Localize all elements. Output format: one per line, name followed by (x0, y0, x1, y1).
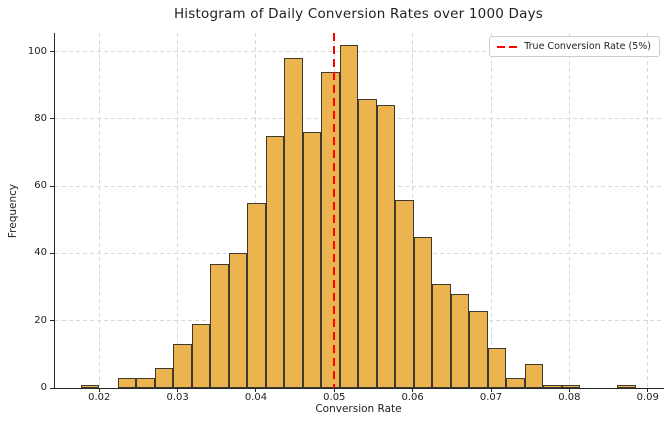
plot-area: 0.02 0.03 0.04 0.05 0.06 0.07 0.08 0.09 0 20 40 60 8… (28, 33, 664, 403)
histogram-bar (617, 384, 636, 388)
histogram-bar (191, 324, 211, 388)
histogram-bar (524, 364, 544, 388)
legend-dash-sample (497, 45, 518, 48)
y-tick-mark (50, 185, 54, 187)
histogram-bar (376, 105, 396, 388)
x-tick-label: 0.06 (401, 392, 424, 403)
histogram-bar (228, 253, 248, 388)
y-axis-label: Frequency (7, 183, 19, 239)
x-tick-label: 0.04 (244, 392, 268, 403)
y-tick-label: 60 (34, 180, 47, 192)
x-tick-label: 0.09 (636, 392, 659, 403)
histogram-bar (395, 199, 414, 388)
x-tick-label: 0.02 (88, 392, 111, 403)
x-tick-mark (568, 388, 570, 392)
legend: True Conversion Rate (5%) (489, 36, 660, 57)
histogram-bar (543, 384, 562, 388)
histogram-bar (561, 384, 581, 388)
y-tick-mark (50, 51, 54, 52)
y-tick-label: 20 (34, 314, 47, 326)
histogram-bar (321, 71, 340, 388)
y-tick-mark (50, 118, 54, 120)
x-tick-mark (333, 388, 335, 392)
histogram-bar (247, 202, 266, 388)
x-tick-mark (255, 388, 257, 392)
y-tick-mark (50, 252, 54, 254)
x-gridline (568, 33, 570, 388)
histogram-bar (413, 236, 433, 388)
histogram-bar (284, 58, 303, 388)
histogram-bar (450, 293, 470, 388)
x-tick-mark (177, 388, 179, 392)
chart-title: Histogram of Daily Conversion Rates over… (173, 6, 544, 22)
x-axis-label: Conversion Rate (315, 403, 402, 415)
histogram-bar (210, 263, 229, 388)
histogram-bar (339, 44, 359, 388)
histogram-bar (487, 347, 507, 388)
y-tick-label: 40 (34, 247, 47, 259)
histogram-bar (80, 384, 100, 388)
y-gridline (55, 51, 664, 52)
histogram-bar (302, 132, 322, 388)
y-tick-label: 0 (40, 382, 47, 393)
y-tick-label: 80 (34, 112, 47, 124)
x-gridline (177, 33, 179, 388)
x-tick-mark (98, 388, 100, 392)
x-tick-label: 0.03 (166, 392, 189, 403)
histogram-bar (432, 283, 451, 388)
histogram-bar (117, 377, 137, 388)
x-tick-label: 0.05 (323, 392, 346, 403)
histogram-bar (265, 135, 285, 388)
histogram-bar (506, 377, 525, 388)
histogram-bar (136, 377, 155, 388)
x-tick-mark (412, 388, 414, 392)
histogram-bar (469, 310, 488, 388)
y-tick-mark (50, 387, 54, 389)
x-tick-mark (490, 388, 492, 392)
x-gridline (647, 33, 649, 388)
histogram-bar (358, 98, 377, 388)
y-tick-mark (50, 320, 54, 322)
x-tick-mark (647, 388, 649, 392)
x-gridline (98, 33, 100, 388)
y-tick-label: 100 (27, 45, 47, 57)
histogram-bar (154, 367, 174, 388)
true-rate-line (333, 33, 336, 388)
x-tick-label: 0.07 (479, 392, 503, 403)
x-gridline (490, 33, 492, 388)
histogram-bar (173, 344, 192, 388)
legend-label: True Conversion Rate (5%) (524, 41, 651, 52)
x-tick-label: 0.08 (558, 392, 581, 403)
